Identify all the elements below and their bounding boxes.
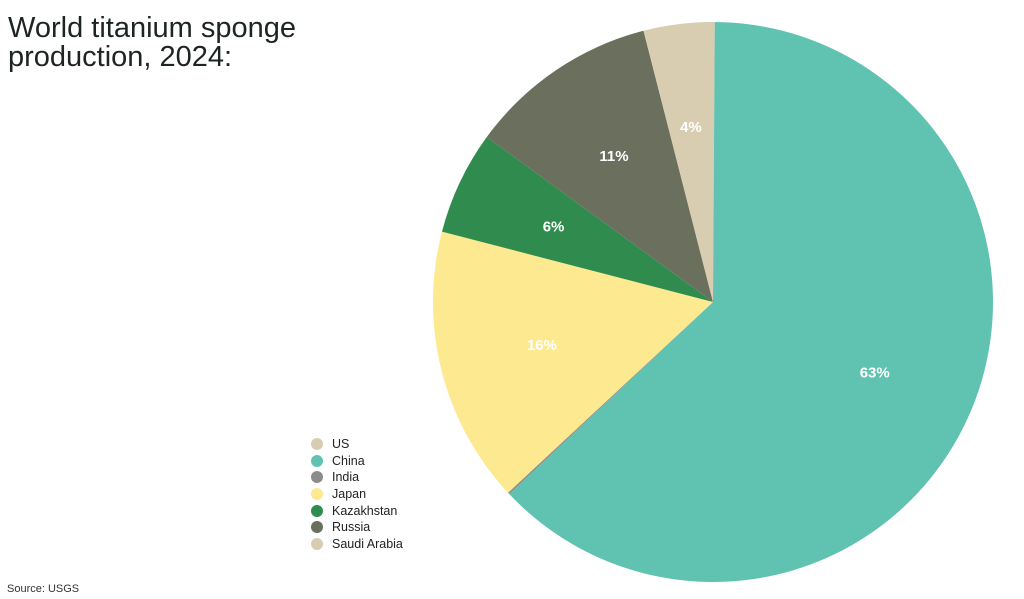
slice-label: 11% bbox=[599, 148, 628, 165]
legend-label: Saudi Arabia bbox=[332, 536, 403, 551]
legend-item: India bbox=[311, 469, 403, 486]
legend-swatch bbox=[311, 521, 323, 534]
legend-label: US bbox=[332, 437, 350, 452]
slice-label: 16% bbox=[527, 337, 557, 354]
pie-slice-kazakhstan bbox=[441, 136, 713, 302]
legend: US China India Japan Kazakhstan Russia Saudi A… bbox=[311, 436, 403, 552]
slice-label: 4% bbox=[680, 119, 702, 136]
legend-swatch bbox=[311, 537, 323, 550]
legend-swatch bbox=[311, 438, 323, 451]
pie-slice-china bbox=[509, 22, 994, 583]
pie-slice-india bbox=[508, 302, 713, 495]
pie-slice-japan bbox=[433, 231, 713, 493]
legend-item: Russia bbox=[311, 519, 403, 536]
legend-swatch bbox=[311, 454, 323, 467]
pie-slice-russia bbox=[486, 30, 713, 303]
legend-item: Kazakhstan bbox=[311, 502, 403, 519]
legend-item: Japan bbox=[311, 486, 403, 503]
legend-label: Russia bbox=[332, 520, 371, 535]
legend-swatch bbox=[311, 471, 323, 484]
legend-swatch bbox=[311, 488, 323, 501]
legend-label: China bbox=[332, 453, 365, 468]
slice-label: 63% bbox=[860, 364, 890, 381]
legend-item: Saudi Arabia bbox=[311, 536, 403, 553]
pie-slice-us bbox=[713, 22, 715, 302]
legend-label: India bbox=[332, 470, 360, 485]
legend-label: Kazakhstan bbox=[332, 503, 398, 518]
slice-label: 6% bbox=[543, 219, 565, 236]
chart-title: World titanium sponge production, 2024: bbox=[8, 12, 297, 73]
legend-swatch bbox=[311, 504, 323, 517]
pie-slice-saudi-arabia bbox=[643, 22, 713, 302]
legend-item: China bbox=[311, 453, 403, 470]
legend-item: US bbox=[311, 436, 403, 453]
legend-label: Japan bbox=[332, 487, 367, 502]
source-note: Source: USGS bbox=[7, 583, 80, 595]
